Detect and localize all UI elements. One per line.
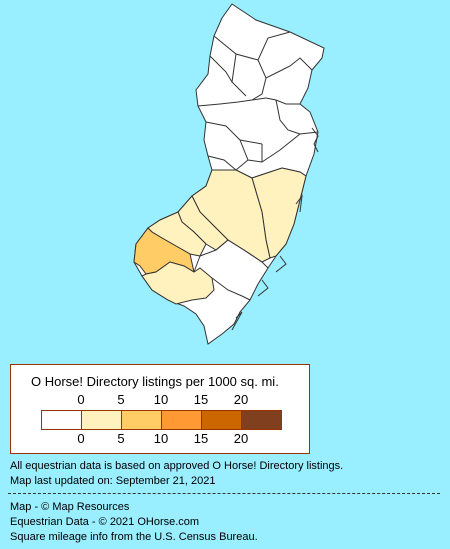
- legend-tick-top: 5: [117, 392, 125, 407]
- data-credit: Equestrian Data - © 2021 OHorse.com: [10, 516, 200, 528]
- legend-tick-bottom: 0: [77, 431, 85, 446]
- legend-tick-top: 10: [153, 392, 169, 407]
- new-jersey-county-map: [133, 3, 325, 345]
- legend-tick-bottom: 20: [233, 431, 249, 446]
- legend: O Horse! Directory listings per 1000 sq.…: [10, 364, 310, 454]
- legend-tick-bottom: 5: [117, 431, 125, 446]
- legend-swatch: [202, 411, 242, 429]
- legend-swatch: [242, 411, 281, 429]
- legend-tick-bottom: 10: [153, 431, 169, 446]
- legend-swatch: [122, 411, 162, 429]
- southern-county-borders: [193, 239, 269, 301]
- legend-color-scale: [41, 410, 282, 430]
- legend-title: O Horse! Directory listings per 1000 sq.…: [31, 374, 279, 389]
- census-credit: Square mileage info from the U.S. Census…: [10, 531, 258, 543]
- legend-tick-bottom: 15: [193, 431, 209, 446]
- legend-tick-top: 0: [77, 392, 85, 407]
- legend-swatch: [42, 411, 82, 429]
- legend-ticks-top: 0 5 10 15 20: [11, 392, 311, 408]
- divider: [8, 493, 440, 494]
- legend-tick-top: 15: [193, 392, 209, 407]
- legend-swatch: [162, 411, 202, 429]
- legend-tick-top: 20: [233, 392, 249, 407]
- legend-swatch: [82, 411, 122, 429]
- data-source-note: All equestrian data is based on approved…: [10, 460, 344, 472]
- legend-ticks-bottom: 0 5 10 15 20: [11, 431, 311, 447]
- coastline-detail: [231, 127, 319, 331]
- map-credit: Map - © Map Resources: [10, 501, 130, 513]
- last-updated-note: Map last updated on: September 21, 2021: [10, 475, 216, 487]
